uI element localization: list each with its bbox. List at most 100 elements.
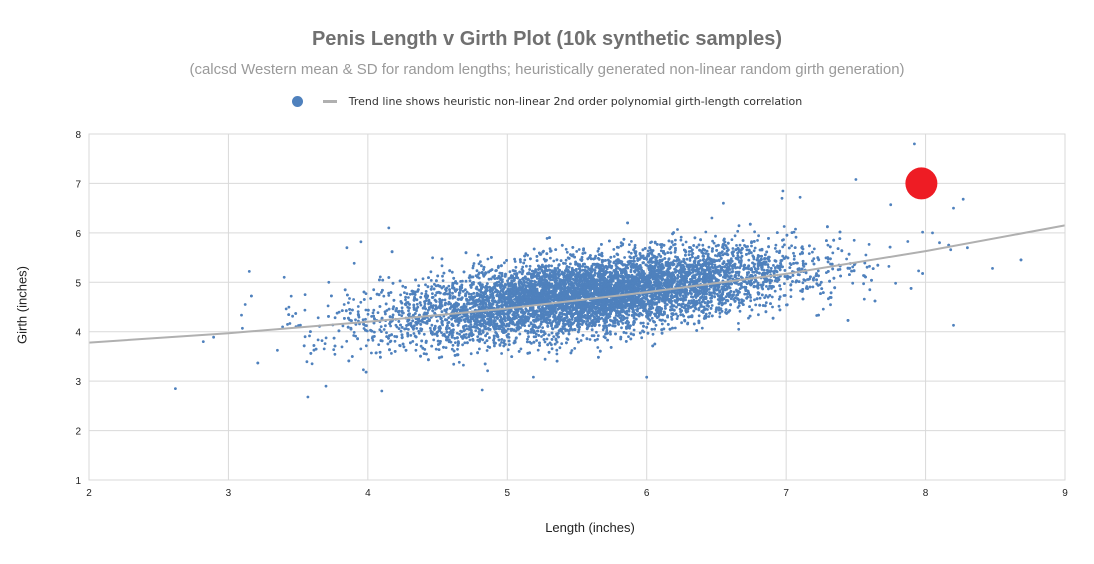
scatter-point [633,259,636,263]
scatter-point [362,368,365,372]
scatter-point [471,266,475,270]
scatter-point [774,243,778,247]
scatter-point [685,257,689,261]
scatter-point [731,247,735,250]
scatter-point [756,239,759,242]
scatter-point [757,313,760,317]
scatter-point [811,250,814,254]
scatter-point [408,292,412,296]
scatter-point [754,274,757,277]
scatter-point [536,313,540,317]
scatter-point [704,252,707,255]
scatter-point [675,317,679,320]
scatter-point [400,314,404,317]
x-tick-label: 6 [644,488,650,499]
x-tick-label: 9 [1062,488,1068,499]
scatter-point [764,294,768,297]
y-tick-label: 2 [75,427,81,438]
scatter-point [431,292,434,295]
scatter-point [753,246,757,250]
scatter-point [688,256,692,260]
scatter-point [400,306,404,310]
scatter-point [735,288,738,292]
scatter-point [743,292,747,296]
scatter-point [517,282,521,285]
scatter-point [514,265,518,269]
scatter-point [291,314,294,318]
scatter-point [707,315,711,318]
scatter-point [464,288,467,291]
scatter-point [379,325,383,328]
scatter-point [389,324,392,328]
scatter-point [640,336,644,340]
scatter-point [478,347,481,351]
scatter-point [588,338,592,341]
scatter-point [287,305,291,309]
scatter-point [434,347,438,351]
scatter-point [686,307,690,311]
scatter-point [596,337,599,341]
scatter-point [829,303,832,307]
scatter-point [676,228,679,231]
scatter-point [583,251,587,255]
scatter-point [602,335,606,339]
scatter-point [632,316,636,320]
scatter-point [333,352,337,356]
scatter-point [747,258,751,262]
scatter-point [513,272,516,276]
scatter-point [486,369,489,373]
scatter-point [432,338,436,342]
scatter-point [541,326,544,329]
x-tick-label: 3 [226,488,232,499]
scatter-point [525,264,528,268]
scatter-point [341,324,345,328]
scatter-point [552,259,556,263]
scatter-point [452,362,456,366]
scatter-point [429,270,433,274]
scatter-point [570,349,574,352]
scatter-point [781,254,785,258]
scatter-point [607,259,611,263]
scatter-point [340,345,344,349]
x-tick-label: 2 [86,488,92,499]
scatter-point [674,255,677,259]
scatter-point [756,267,760,271]
scatter-point [609,332,612,336]
scatter-point [812,247,816,251]
scatter-points [174,142,1023,399]
scatter-point [682,314,686,318]
scatter-point [521,265,525,269]
scatter-point [364,317,367,321]
scatter-point [663,304,667,308]
chart-legend: Trend line shows heuristic non-linear 2n… [0,95,1094,108]
y-tick-label: 3 [75,377,81,388]
scatter-point [322,347,326,351]
scatter-point [680,321,683,325]
scatter-point [779,287,782,291]
scatter-point [467,335,471,339]
scatter-point [323,342,327,345]
chart-subtitle: (calcsd Western mean & SD for random len… [189,61,905,78]
scatter-point [371,311,375,315]
legend-trend-marker [322,100,337,103]
scatter-point [655,255,659,259]
scatter-point [868,264,871,268]
scatter-point [772,264,775,267]
x-tick-label: 7 [783,488,789,499]
scatter-point [420,292,424,295]
scatter-point [596,249,600,253]
scatter-point [753,230,756,234]
scatter-point [701,243,705,247]
scatter-point [758,296,762,300]
scatter-point [575,337,579,341]
scatter-point [627,309,631,313]
y-tick-label: 7 [75,179,81,190]
scatter-point [543,357,547,361]
scatter-point [382,328,386,331]
scatter-point [387,294,391,297]
x-tick-label: 8 [923,488,929,499]
scatter-point [650,316,654,320]
scatter-point [451,343,455,347]
scatter-point [525,340,529,344]
